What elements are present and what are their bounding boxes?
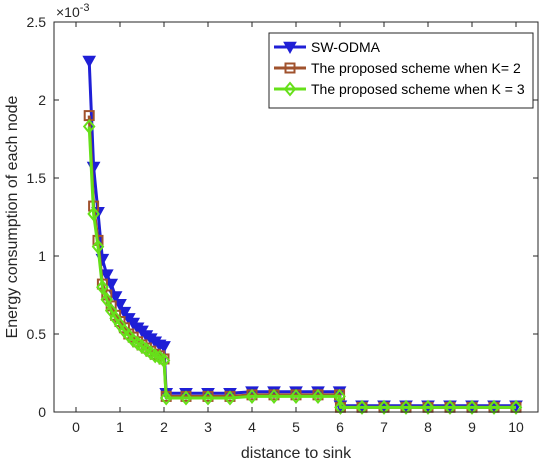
legend-box (268, 32, 534, 109)
data-point (421, 399, 435, 415)
x-axis-label: distance to sink (241, 445, 352, 462)
data-point (87, 206, 100, 222)
y-exponent-label: ×10-3 (56, 2, 90, 20)
data-point (108, 291, 123, 304)
data-point (201, 390, 215, 406)
x-tick-label: 4 (248, 419, 256, 435)
x-tick-label: 10 (508, 419, 524, 435)
series-layer (82, 55, 523, 415)
data-point (159, 390, 173, 406)
data-point (96, 279, 109, 295)
data-point (399, 399, 413, 415)
data-point (509, 399, 523, 415)
y-tick-label: 2.5 (27, 14, 47, 30)
x-tick-label: 7 (380, 419, 388, 435)
legend-label: The proposed scheme when K = 3 (311, 81, 525, 97)
data-point (100, 292, 114, 308)
data-point (443, 399, 457, 415)
y-exponent-base: ×10 (56, 4, 80, 20)
y-axis-label: Energy consumption of each node (4, 95, 21, 338)
tick-labels: 0 1 2 3 4 5 6 7 8 9 10 0 0.5 1 1.5 2 2.5 (27, 14, 524, 435)
data-point (377, 399, 391, 415)
data-point (157, 352, 171, 369)
x-tick-label: 1 (116, 419, 124, 435)
data-point (113, 299, 127, 312)
legend-marker (283, 81, 297, 97)
y-exponent-power: -3 (80, 2, 90, 14)
data-point (311, 388, 325, 404)
y-tick-label: 1.5 (27, 170, 47, 186)
legend-label: SW-ODMA (311, 39, 381, 55)
y-tick-label: 0.5 (27, 326, 47, 342)
data-point (245, 388, 259, 404)
data-point (334, 399, 347, 415)
data-point (487, 399, 501, 415)
legend: SW-ODMA The proposed scheme when K= 2 The … (268, 32, 534, 109)
data-point (465, 399, 479, 415)
data-point (99, 269, 114, 282)
data-point (104, 278, 119, 292)
data-point (82, 55, 97, 69)
data-point (91, 239, 105, 255)
data-point (223, 390, 237, 406)
legend-marker (283, 41, 297, 55)
y-tick-label: 2 (38, 92, 46, 108)
x-tick-label: 5 (292, 419, 300, 435)
x-tick-label: 9 (468, 419, 476, 435)
plot-frame (53, 21, 539, 413)
data-point (289, 388, 303, 404)
data-point (267, 388, 281, 404)
data-point (157, 341, 171, 354)
data-point (82, 118, 96, 135)
y-tick-label: 1 (38, 248, 46, 264)
series-line (87, 126, 516, 409)
data-point (117, 306, 132, 320)
series-3 (82, 118, 523, 415)
legend-label: The proposed scheme when K= 2 (311, 60, 521, 76)
x-tick-label: 3 (204, 419, 212, 435)
x-tick-label: 6 (336, 419, 344, 435)
x-tick-label: 2 (160, 419, 168, 435)
x-tick-label: 8 (424, 419, 432, 435)
data-point (179, 390, 193, 406)
data-point (355, 399, 369, 415)
legend-marker (284, 62, 296, 74)
y-tick-label: 0 (38, 404, 46, 420)
x-tick-label: 0 (72, 419, 80, 435)
